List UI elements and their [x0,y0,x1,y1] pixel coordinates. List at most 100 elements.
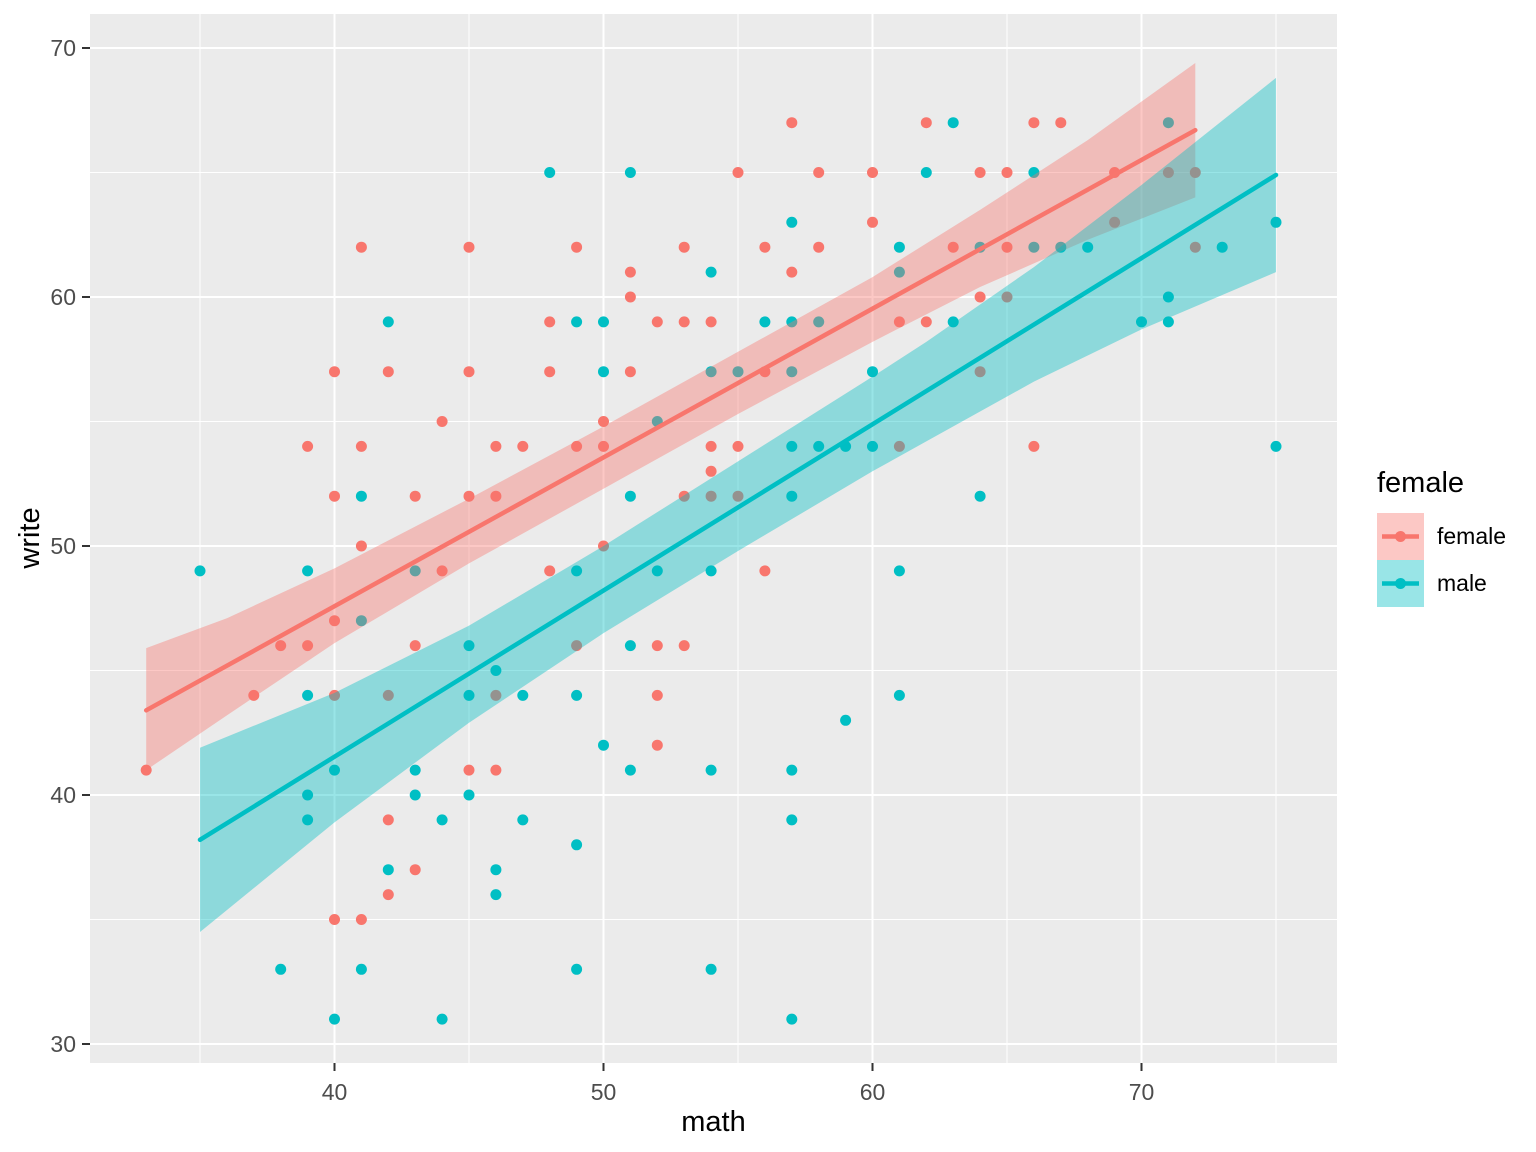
data-point-male [893,565,905,577]
data-point-female [302,640,314,652]
data-point-male [1162,117,1174,129]
data-point-male [624,167,636,178]
data-point-female [490,490,502,502]
data-point-male [355,615,367,627]
data-point-male [1162,316,1174,328]
data-point-female [329,366,340,378]
data-point-male [705,565,717,577]
data-point-male [302,814,314,826]
data-point-female [651,316,663,328]
data-point-female [974,167,986,178]
data-point-male [409,789,421,801]
data-point-male [705,266,717,278]
data-point-male [463,689,475,701]
data-point-male [1055,241,1067,253]
data-point-male [786,316,798,328]
data-point-female [436,565,448,577]
data-point-female [651,640,663,652]
data-point-male [867,366,878,378]
data-point-male [624,640,636,652]
data-point-female [382,889,394,901]
data-point-male [974,490,986,502]
data-point-female [893,316,905,328]
data-point-male [1162,291,1174,303]
x-tick-label: 60 [860,1079,886,1105]
data-point-male [705,764,717,776]
data-point-male [598,316,609,328]
data-point-female [786,266,798,278]
data-point-female [517,440,529,452]
data-point-female [1189,167,1201,178]
data-point-male [1270,216,1282,228]
x-axis-title: math [681,1106,746,1138]
data-point-female [1189,241,1201,253]
data-point-male [598,739,609,751]
data-point-male [920,167,932,178]
data-point-female [678,241,690,253]
data-point-female [436,416,448,427]
data-point-male [1028,167,1040,178]
y-tick-label: 30 [50,1031,76,1057]
data-point-male [329,1013,340,1025]
data-point-male [571,316,583,328]
data-point-male [705,366,717,378]
data-point-male [786,1013,798,1025]
data-point-male [624,764,636,776]
data-point-female [571,640,583,652]
data-point-female [732,490,744,502]
data-point-female [490,440,502,452]
data-point-male [624,490,636,502]
legend-entry-male: male [1377,560,1536,607]
data-point-female [624,366,636,378]
data-point-male [194,565,206,577]
y-tick-label: 70 [50,35,76,61]
data-point-male [302,789,314,801]
data-point-male [463,640,475,652]
data-point-male [302,565,314,577]
x-tick-label: 40 [322,1079,348,1105]
data-point-male [275,963,287,975]
data-point-male [598,366,609,378]
data-point-male [302,689,314,701]
data-point-male [1136,316,1147,328]
data-point-male [786,216,798,228]
data-point-female [382,814,394,826]
data-point-male [490,864,502,876]
data-point-male [786,814,798,826]
data-point-female [678,316,690,328]
data-point-female [705,490,717,502]
data-point-female [490,689,502,701]
data-point-female [598,540,609,552]
data-point-female [544,565,556,577]
data-point-female [409,490,421,502]
data-point-female [463,241,475,253]
data-point-female [355,241,367,253]
data-point-female [732,167,744,178]
data-point-female [678,490,690,502]
data-point-female [947,241,959,253]
data-point-female [867,167,878,178]
y-tick-label: 60 [50,284,76,310]
data-point-male [786,366,798,378]
data-point-female [867,216,878,228]
data-point-female [140,764,152,776]
data-point-female [624,291,636,303]
data-point-female [1001,167,1013,178]
data-point-male [840,714,852,726]
data-point-female [463,490,475,502]
data-point-female [382,689,394,701]
data-point-female [624,266,636,278]
data-point-female [759,241,771,253]
data-point-male [355,963,367,975]
legend-label-female: female [1437,523,1507,549]
data-point-female [1028,440,1040,452]
data-point-male [947,316,959,328]
data-point-male [382,316,394,328]
data-point-male [355,490,367,502]
data-point-male [571,963,583,975]
data-point-female [678,640,690,652]
data-point-female [355,540,367,552]
data-point-male [813,440,825,452]
data-point-female [813,167,825,178]
